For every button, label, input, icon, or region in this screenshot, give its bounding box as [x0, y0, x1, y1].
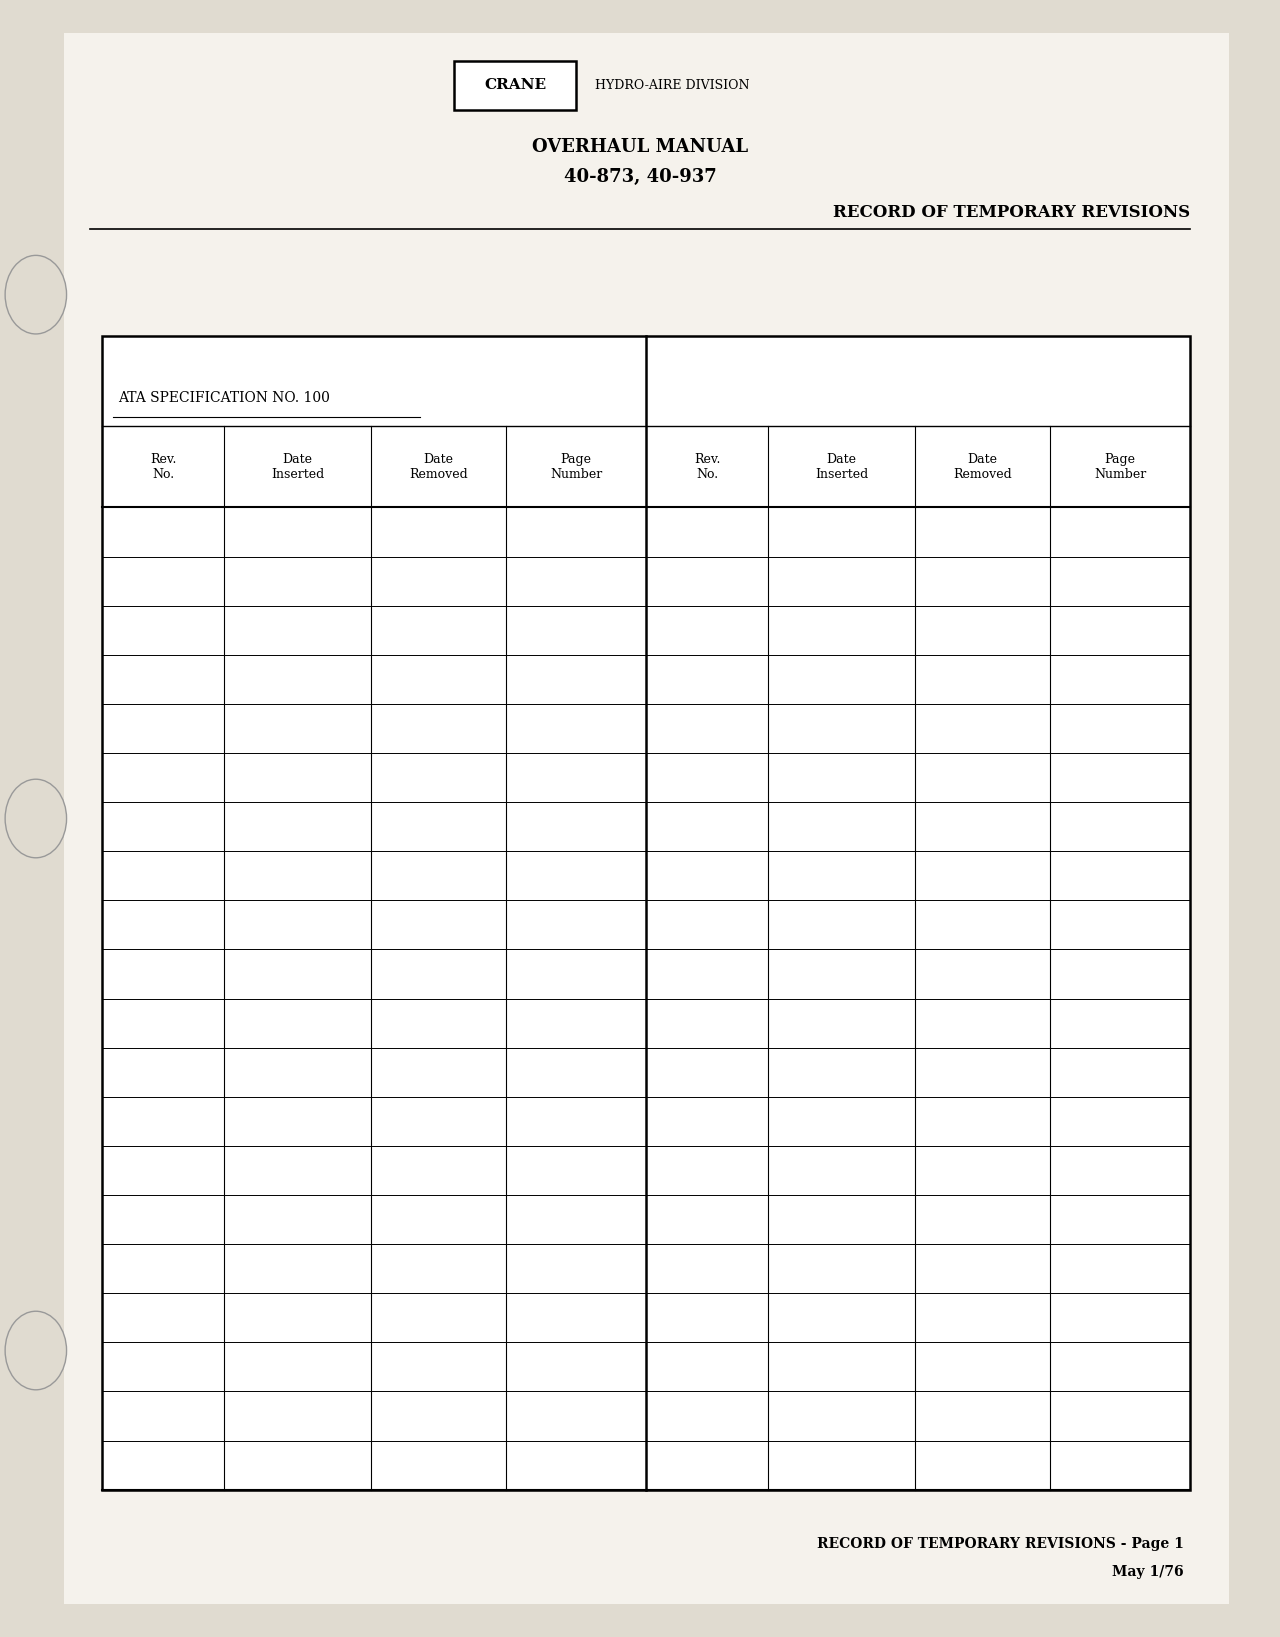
Text: Date
Removed: Date Removed — [954, 452, 1011, 481]
Text: 40-873, 40-937: 40-873, 40-937 — [563, 169, 717, 185]
FancyBboxPatch shape — [454, 61, 576, 110]
Circle shape — [5, 779, 67, 858]
Text: RECORD OF TEMPORARY REVISIONS: RECORD OF TEMPORARY REVISIONS — [833, 205, 1190, 221]
Text: HYDRO-AIRE DIVISION: HYDRO-AIRE DIVISION — [595, 79, 750, 92]
Text: ATA SPECIFICATION NO. 100: ATA SPECIFICATION NO. 100 — [118, 391, 330, 404]
Text: OVERHAUL MANUAL: OVERHAUL MANUAL — [532, 139, 748, 156]
Text: Rev.
No.: Rev. No. — [150, 452, 177, 481]
Text: CRANE: CRANE — [484, 79, 547, 92]
Circle shape — [5, 1311, 67, 1390]
Text: May 1/76: May 1/76 — [1112, 1565, 1184, 1578]
Text: Page
Number: Page Number — [1094, 452, 1146, 481]
Circle shape — [5, 255, 67, 334]
Text: Date
Inserted: Date Inserted — [815, 452, 868, 481]
Bar — [102, 336, 1190, 1490]
Text: Date
Removed: Date Removed — [410, 452, 467, 481]
Text: Page
Number: Page Number — [550, 452, 602, 481]
Text: RECORD OF TEMPORARY REVISIONS - Page 1: RECORD OF TEMPORARY REVISIONS - Page 1 — [817, 1537, 1184, 1550]
Text: Date
Inserted: Date Inserted — [271, 452, 324, 481]
Text: Rev.
No.: Rev. No. — [694, 452, 721, 481]
